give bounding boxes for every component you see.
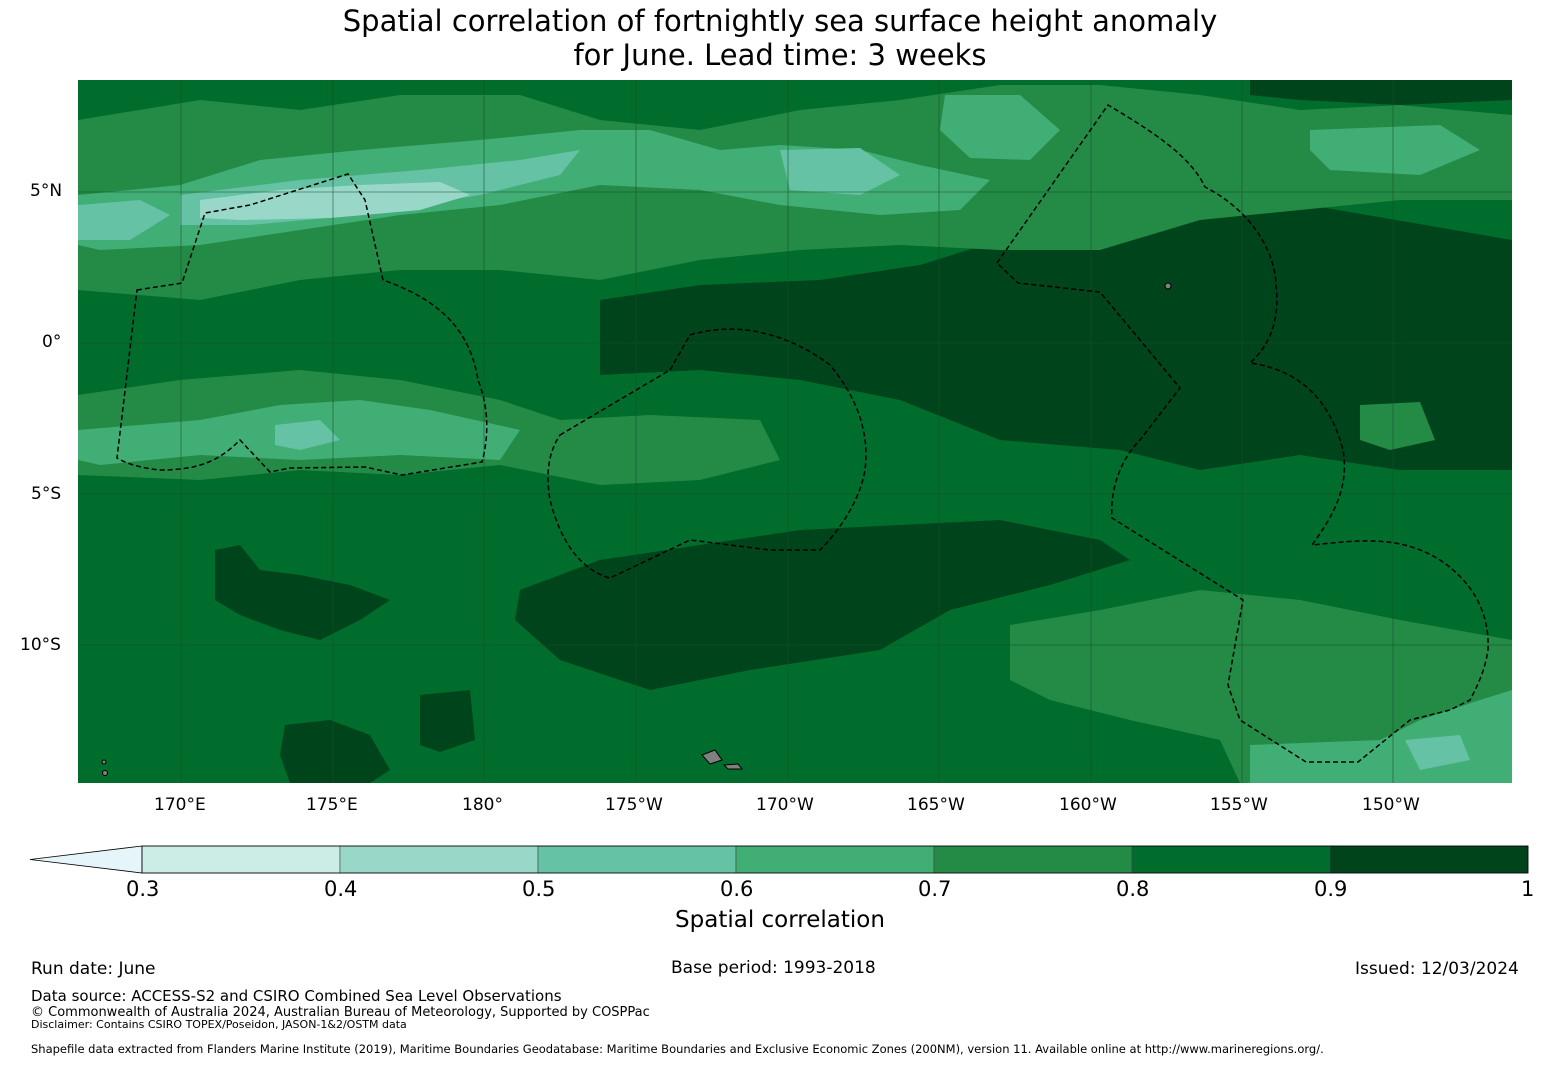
lon-label: 175°W	[605, 795, 663, 815]
mid-corr-patch-north-1	[780, 148, 900, 195]
colorbar-tick: 0.6	[720, 877, 754, 901]
mid-corr-patch-north-2	[78, 200, 170, 240]
data-source: Data source: ACCESS-S2 and CSIRO Combine…	[31, 987, 562, 1005]
island-west	[102, 770, 108, 776]
colorbar-label: Spatial correlation	[675, 907, 885, 933]
colorbar-segment	[537, 845, 737, 874]
issued-date: Issued: 12/03/2024	[1355, 959, 1519, 979]
medium-corr-region-se	[1010, 590, 1512, 783]
lon-label: 175°E	[306, 795, 358, 815]
colorbar-segment	[339, 845, 539, 874]
island-samoa-1	[701, 749, 723, 765]
island-kiritimati	[1164, 282, 1172, 290]
chart-title-line1: Spatial correlation of fortnightly sea s…	[342, 4, 1218, 38]
eez-boundary-line-islands	[996, 103, 1489, 763]
colorbar	[29, 845, 1529, 874]
light-corr-patch-ne	[940, 95, 1060, 160]
colorbar-segment	[933, 845, 1133, 874]
lon-label: 180°	[462, 795, 503, 815]
lat-label: 5°S	[31, 484, 62, 504]
mid-corr-patch-equator	[275, 420, 340, 450]
shapefile-credit: Shapefile data extracted from Flanders M…	[31, 1042, 1324, 1056]
colorbar-extend-min	[29, 845, 143, 874]
colorbar-segment	[735, 845, 935, 874]
lon-label: 155°W	[1210, 795, 1268, 815]
lon-label: 150°W	[1362, 795, 1420, 815]
colorbar-frame	[141, 845, 1529, 874]
colorbar-tick: 0.5	[522, 877, 556, 901]
mid-corr-patch-se	[1405, 735, 1470, 770]
high-corr-patch-sw2	[280, 720, 390, 783]
colorbar-tick: 0.9	[1314, 877, 1348, 901]
eez-boundaries	[116, 103, 1489, 763]
colorbar-tick: 0.4	[324, 877, 358, 901]
island-samoa-2	[722, 763, 744, 770]
colorbar-segment	[1329, 845, 1529, 874]
colorbar-tick: 0.3	[126, 877, 160, 901]
high-corr-patch-top	[1250, 80, 1512, 105]
lat-label: 10°S	[20, 635, 61, 655]
high-corr-patch-sw	[215, 545, 390, 640]
islands	[101, 282, 1172, 776]
lon-label: 170°W	[756, 795, 814, 815]
low-corr-patch-north	[200, 182, 470, 220]
chart-title-line2: for June. Lead time: 3 weeks	[573, 38, 987, 72]
colorbar-tick: 0.7	[918, 877, 952, 901]
light-corr-patch-far-ne	[1310, 125, 1480, 175]
lon-label: 170°E	[154, 795, 206, 815]
eez-boundary-tuvalu-tokelau	[547, 328, 867, 579]
light-corr-band-north	[78, 130, 990, 250]
colorbar-tick: 1	[1521, 877, 1535, 901]
colorbar-tick: 0.8	[1116, 877, 1150, 901]
colorbar-segment	[1131, 845, 1331, 874]
high-corr-patch-sw3	[420, 690, 475, 752]
map-fill-layer	[78, 80, 1512, 783]
run-date: Run date: June	[31, 959, 156, 979]
eez-boundary-kiribati-gilbert	[116, 173, 488, 476]
disclaimer: Disclaimer: Contains CSIRO TOPEX/Poseido…	[31, 1018, 407, 1031]
lat-label: 0°	[42, 332, 62, 352]
lon-label: 165°W	[907, 795, 965, 815]
copyright: © Commonwealth of Australia 2024, Austra…	[31, 1005, 650, 1020]
lat-label: 5°N	[30, 181, 63, 201]
medium-corr-patch-east	[1360, 402, 1435, 450]
island-west-2	[101, 759, 107, 765]
high-corr-region-east	[600, 185, 1512, 470]
colorbar-segment	[141, 845, 341, 874]
base-period: Base period: 1993-2018	[671, 958, 876, 978]
graticule	[78, 80, 1512, 783]
high-corr-region-south	[515, 520, 1130, 690]
lon-label: 160°W	[1059, 795, 1117, 815]
